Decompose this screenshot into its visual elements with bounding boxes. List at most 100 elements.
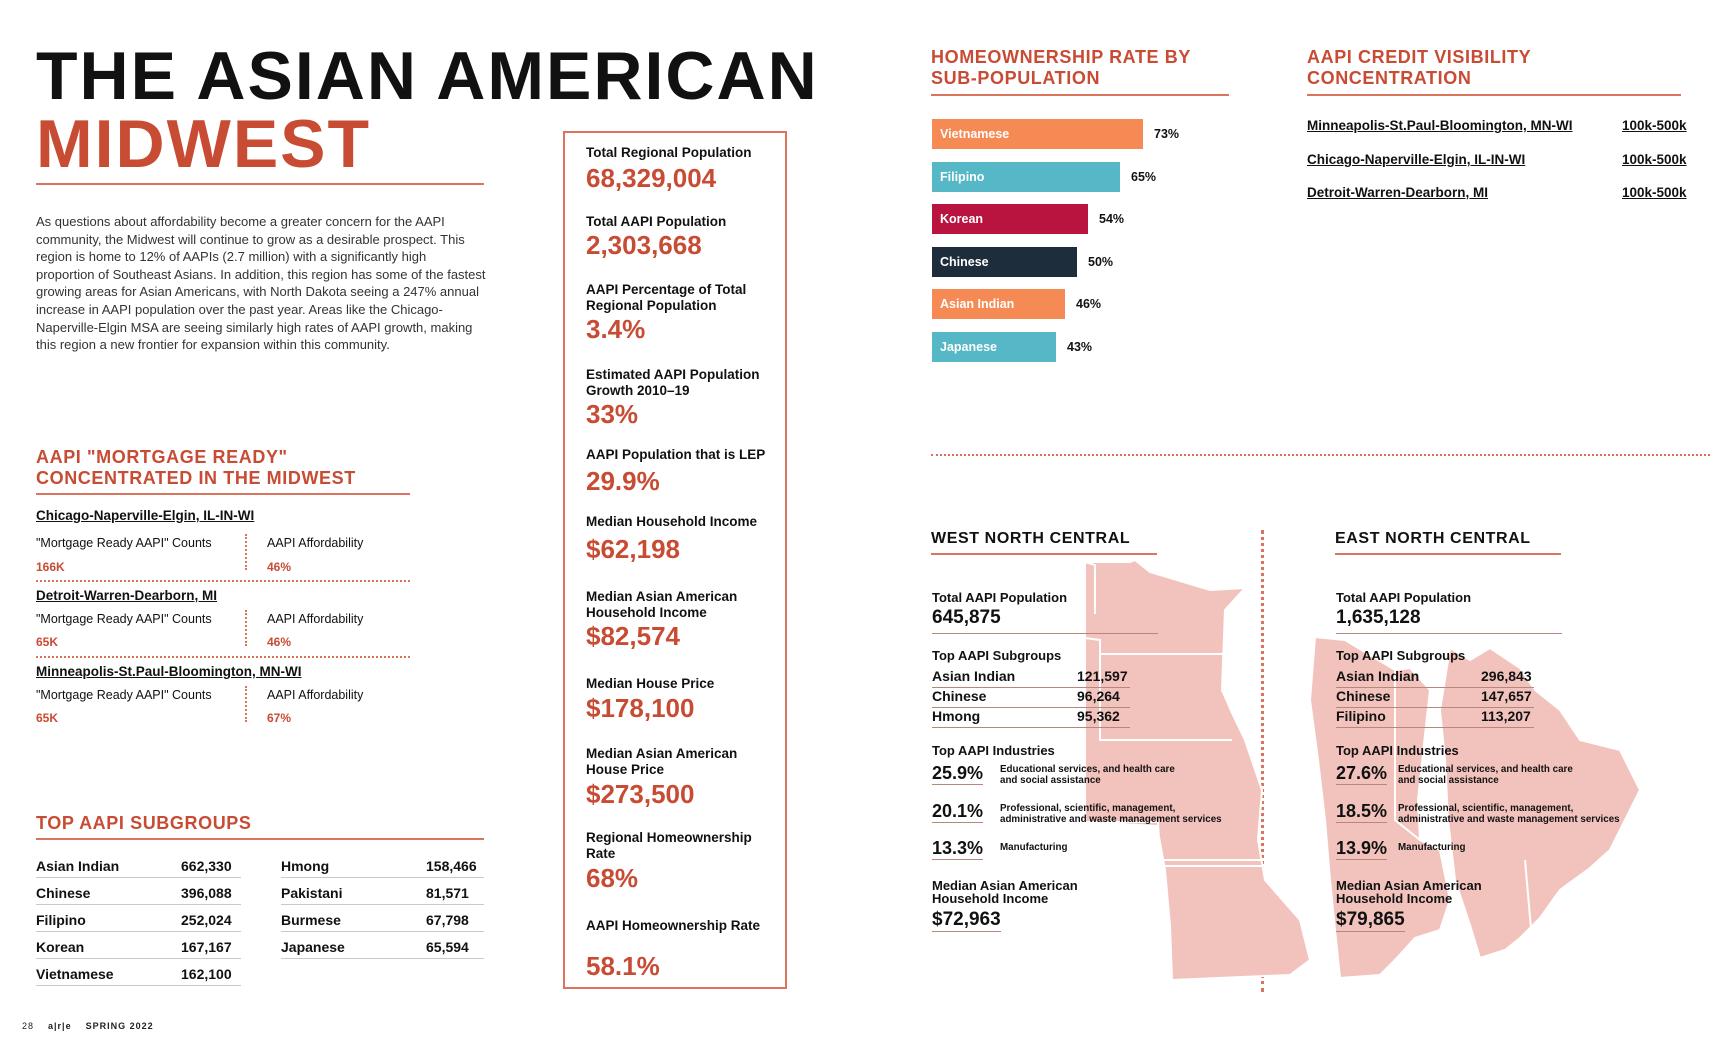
- bar-value-label: 50%: [1088, 255, 1114, 269]
- credit-rule: [1307, 94, 1681, 96]
- credit-metro-name: Detroit-Warren-Dearborn, MI: [1307, 185, 1489, 200]
- affordability-value: 46%: [267, 635, 292, 649]
- state-border: [1084, 561, 1096, 614]
- subgroup-name: Korean: [36, 939, 85, 955]
- page-footer: 28 a|r|e SPRING 2022: [22, 1021, 154, 1031]
- east-subgroups-label: Top AAPI Subgroups: [1336, 648, 1466, 663]
- subgroup-value: 65,594: [426, 939, 469, 955]
- subgroup-value: 95,362: [1077, 708, 1120, 724]
- stat-label: Median Household Income: [586, 514, 758, 529]
- subgroup-value: 113,207: [1481, 708, 1531, 724]
- affordability-value: 46%: [267, 560, 292, 574]
- subgroup-value: 67,798: [426, 912, 469, 928]
- east-region-title: EAST NORTH CENTRAL: [1335, 530, 1531, 547]
- east-industry-pct: 13.9%: [1336, 838, 1388, 860]
- count-value: 65K: [36, 711, 59, 725]
- subgroup-name: Chinese: [1336, 688, 1391, 704]
- industry-line: Manufacturing: [1398, 842, 1466, 853]
- subgroup-value: 158,466: [426, 858, 477, 874]
- east-total-label: Total AAPI Population: [1336, 590, 1472, 605]
- subgroup-name: Burmese: [281, 912, 341, 928]
- credit-range: 100k-500k: [1622, 152, 1687, 167]
- stat-value: $62,198: [586, 534, 680, 564]
- bar-category-label: Chinese: [940, 255, 989, 269]
- credit-metro-name: Minneapolis-St.Paul-Bloomington, MN-WI: [1307, 118, 1573, 133]
- stat-label: Total Regional Population: [586, 145, 752, 160]
- subgroup-row: Korean 167,167: [36, 939, 241, 959]
- divider: [36, 656, 410, 658]
- bar-value-label: 54%: [1099, 212, 1125, 226]
- east-income-label-line2: Household Income: [1336, 891, 1453, 906]
- west-industry-pct: 13.3%: [932, 838, 984, 860]
- east-michigan-lobe: [1438, 646, 1642, 960]
- stat-label: Median House Price: [586, 676, 715, 691]
- industry-line: and social assistance: [1000, 775, 1101, 786]
- west-region-shape: [1084, 558, 1312, 982]
- bar-filipino: Filipino: [932, 162, 1120, 192]
- stat-label: Total AAPI Population: [586, 214, 727, 229]
- subgroups-rule: [36, 838, 484, 840]
- stat-label: AAPI Population that is LEP: [586, 447, 766, 462]
- west-subgroups-label: Top AAPI Subgroups: [932, 648, 1062, 663]
- issue-label: SPRING 2022: [85, 1021, 154, 1031]
- stat-value: 3.4%: [586, 314, 646, 344]
- east-title-rule: [1335, 553, 1561, 555]
- west-subgroup-row: Hmong 95,362: [932, 708, 1130, 728]
- subgroup-value: 162,100: [181, 966, 232, 982]
- bar-chinese: Chinese: [932, 247, 1077, 277]
- title-rule: [36, 183, 484, 185]
- count-value: 166K: [36, 560, 65, 574]
- west-subgroup-row: Asian Indian 121,597: [932, 668, 1130, 688]
- subgroup-value: 147,657: [1481, 688, 1532, 704]
- divider: [245, 686, 247, 722]
- bar-vietnamese: Vietnamese: [932, 119, 1143, 149]
- region-divider: [1261, 530, 1264, 992]
- east-subgroup-row: Filipino 113,207: [1336, 708, 1534, 728]
- east-industries-label: Top AAPI Industries: [1336, 743, 1459, 758]
- stat-label: Regional Homeownership Rate: [586, 830, 752, 861]
- subgroup-value: 81,571: [426, 885, 469, 901]
- bar-category-label: Japanese: [940, 340, 997, 354]
- stat-label: Median Asian American House Price: [586, 746, 738, 777]
- subgroup-name: Asian Indian: [1336, 668, 1420, 684]
- homeownership-heading-line2: SUB-POPULATION: [931, 68, 1101, 88]
- stat-value: 68%: [586, 863, 639, 893]
- west-income-label-line1: Median Asian American: [932, 878, 1078, 893]
- subgroup-row: Japanese 65,594: [281, 939, 484, 959]
- subgroup-row: Burmese 67,798: [281, 912, 484, 932]
- subgroup-value: 396,088: [181, 885, 232, 901]
- industry-line: Professional, scientific, management,: [1000, 803, 1176, 814]
- subgroup-name: Vietnamese: [36, 966, 114, 982]
- west-income-label-line2: Household Income: [932, 891, 1049, 906]
- industry-line: Educational services, and health care: [1000, 764, 1175, 775]
- bar-japanese: Japanese: [932, 332, 1056, 362]
- mortgage-heading-line1: AAPI "MORTGAGE READY": [36, 447, 288, 467]
- homeownership-heading-line1: HOMEOWNERSHIP RATE BY: [931, 47, 1191, 67]
- credit-heading-line2: CONCENTRATION: [1307, 68, 1472, 88]
- subgroup-name: Japanese: [281, 939, 345, 955]
- west-industry-text: Educational services, and health care an…: [1000, 764, 1175, 786]
- east-industry-pct: 27.6%: [1336, 763, 1388, 785]
- subgroup-row: Vietnamese 162,100: [36, 966, 241, 986]
- stat-value: 68,329,004: [586, 163, 717, 193]
- state-border: [1157, 821, 1290, 861]
- subgroup-name: Hmong: [932, 708, 981, 724]
- section-divider: [931, 454, 1710, 456]
- bar-category-label: Filipino: [940, 170, 985, 184]
- subgroup-name: Asian Indian: [36, 858, 120, 874]
- divider: [245, 610, 247, 646]
- east-industry-text: Educational services, and health care an…: [1398, 764, 1573, 786]
- subgroup-row: Pakistani 81,571: [281, 885, 484, 905]
- east-income-label-line1: Median Asian American: [1336, 878, 1482, 893]
- west-total-value: 645,875: [932, 607, 1158, 634]
- subgroup-name: Pakistani: [281, 885, 343, 901]
- stat-value: 2,303,668: [586, 230, 702, 260]
- subgroup-value: 96,264: [1077, 688, 1120, 704]
- stat-value: $178,100: [586, 693, 695, 723]
- affordability-value: 67%: [267, 711, 292, 725]
- industry-line: Manufacturing: [1000, 842, 1068, 853]
- subgroups-heading: TOP AAPI SUBGROUPS: [36, 813, 252, 833]
- count-value: 65K: [36, 635, 59, 649]
- east-west-lobe: [1308, 635, 1452, 980]
